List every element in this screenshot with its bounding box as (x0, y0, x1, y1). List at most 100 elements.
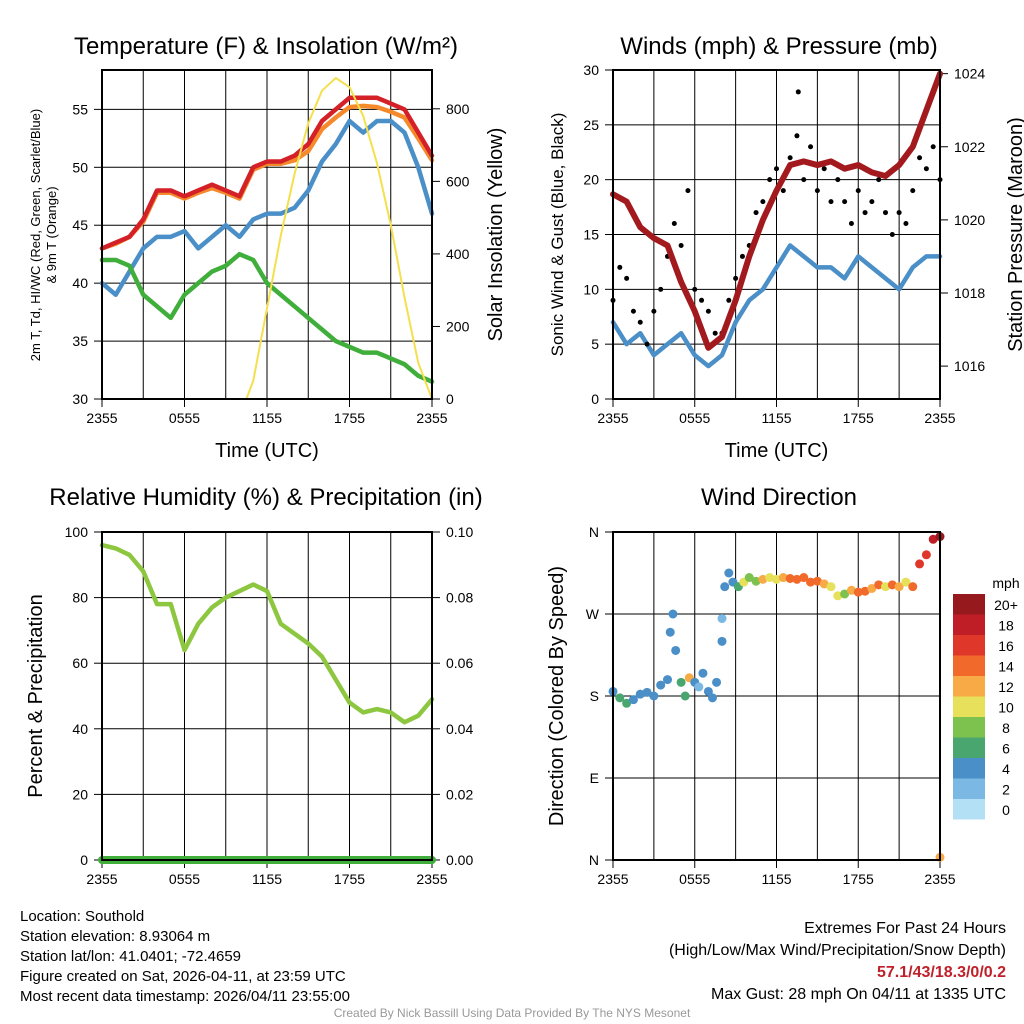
wind-direction-point (717, 614, 727, 624)
gust-point (658, 286, 664, 292)
wind-direction-point (840, 589, 850, 599)
extremes-subtitle: (High/Low/Max Wind/Precipitation/Snow De… (668, 942, 1006, 959)
legend-title: mph (992, 575, 1019, 591)
wind-direction-point (785, 573, 795, 583)
gust-point (883, 210, 888, 216)
wind-direction-point (615, 693, 625, 703)
gust-point (869, 199, 875, 205)
gust-point (896, 210, 902, 216)
panel-3 (94, 531, 440, 868)
y-tick-label: 0 (80, 852, 88, 868)
y-tick-label: 20 (583, 172, 599, 188)
wind-direction-point (915, 559, 925, 569)
x-tick-label: 1755 (334, 871, 365, 887)
legend-label: 12 (998, 679, 1014, 695)
wind-direction-point (887, 580, 897, 590)
gust-point (835, 177, 841, 183)
y-tick-label: N (589, 852, 599, 868)
panel-2 (605, 69, 948, 407)
gust-point (808, 144, 814, 150)
gust-point (685, 188, 691, 194)
x-tick-label: 1155 (761, 410, 791, 426)
x-tick-label: 2355 (924, 410, 955, 426)
series-sonic-wind (610, 243, 943, 369)
x-tick-label: 2355 (416, 410, 447, 426)
station-latlon: Station lat/lon: 41.0401; -72.4659 (20, 948, 242, 965)
gust-point (917, 155, 923, 161)
series-relative-humidity (99, 542, 435, 725)
extremes-values: 57.1/43/18.3/0/0.2 (877, 964, 1006, 981)
x-tick-label: 1155 (761, 871, 791, 887)
gust-point (712, 330, 718, 336)
gust-point (814, 188, 820, 194)
extremes-box: Extremes For Past 24 Hours (High/Low/Max… (669, 918, 1006, 1006)
wind-direction-point (744, 573, 754, 583)
x-tick-label: 1755 (843, 410, 874, 426)
panel-title: Winds (mph) & Pressure (mb) (620, 33, 937, 60)
x-tick-label: 2355 (597, 410, 628, 426)
y2-tick-label: 0.02 (446, 786, 473, 802)
wind-direction-point (921, 550, 931, 560)
y-axis-label-line2: & 9m T (Orange) (44, 186, 59, 283)
gust-point (699, 297, 705, 303)
y-tick-label: 0 (591, 391, 599, 407)
legend-label: 16 (998, 638, 1014, 654)
gust-point (637, 319, 643, 325)
wind-direction-point (846, 585, 856, 595)
gust-point (726, 297, 732, 303)
gust-point (617, 264, 623, 270)
wind-direction-point (894, 582, 904, 592)
gust-point (780, 188, 786, 194)
legend-swatch (953, 655, 985, 676)
gust-point (733, 275, 739, 281)
y-tick-label: 15 (583, 227, 599, 243)
legend-label: 0 (1002, 802, 1010, 818)
plot-frame (101, 531, 433, 861)
y-tick-label: 55 (72, 101, 88, 117)
legend-swatch (953, 676, 985, 697)
legend-swatch (953, 758, 985, 779)
recent-timestamp: Most recent data timestamp: 2026/04/11 2… (20, 988, 350, 1005)
legend-swatch (953, 778, 985, 799)
y2-axis-label: Station Pressure (Maroon) (1005, 117, 1024, 352)
wind-direction-point (671, 645, 681, 655)
y2-tick-label: 1020 (954, 212, 985, 228)
gust-point (651, 308, 657, 314)
wind-direction-point (635, 689, 645, 699)
gust-point (862, 210, 868, 216)
y2-tick-label: 200 (446, 318, 470, 334)
plot-frame (101, 69, 433, 400)
y-tick-label: S (590, 688, 599, 704)
y-tick-label: 30 (583, 62, 599, 78)
gust-point (787, 155, 793, 161)
station-elevation: Station elevation: 8.93064 m (20, 928, 211, 945)
legend-label: 4 (1002, 761, 1010, 777)
x-axis-label: Time (UTC) (725, 440, 829, 462)
wind-direction-point (901, 577, 911, 587)
series-hi-wc (99, 118, 435, 297)
legend-label: 2 (1002, 782, 1010, 798)
gust-point (671, 221, 677, 227)
wind-direction-point (707, 693, 717, 703)
legend-swatch (953, 717, 985, 738)
legend-label: 18 (998, 618, 1014, 634)
wind-direction-point (720, 582, 730, 592)
panel-title: Relative Humidity (%) & Precipitation (i… (49, 484, 482, 511)
credit: Created By Nick Bassill Using Data Provi… (333, 1006, 691, 1020)
figure-created: Figure created on Sat, 2026-04-11, at 23… (20, 968, 346, 985)
y2-tick-label: 0.04 (446, 721, 473, 737)
legend-swatch (953, 635, 985, 656)
legend-label: 6 (1002, 741, 1010, 757)
gust-point (753, 210, 759, 216)
wind-direction-point (717, 636, 727, 646)
wind-direction-point (680, 691, 690, 701)
gust-point (910, 188, 916, 194)
wind-direction-point (676, 677, 686, 687)
legend-label: 14 (998, 659, 1014, 675)
y2-tick-label: 1018 (954, 285, 985, 301)
panel-title: Wind Direction (701, 484, 857, 511)
y2-tick-label: 0.00 (446, 852, 473, 868)
y2-tick-label: 0.06 (446, 655, 473, 671)
gust-point (855, 188, 861, 194)
wind-direction-point (867, 583, 877, 593)
